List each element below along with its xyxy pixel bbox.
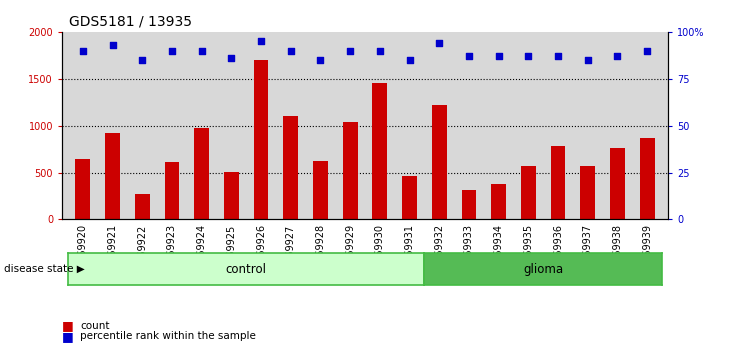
Point: [345, 48, 356, 53]
Text: GDS5181 / 13935: GDS5181 / 13935: [69, 14, 192, 28]
Point: [137, 57, 148, 63]
Point: [315, 57, 326, 63]
Bar: [75, 159, 91, 219]
Point: [285, 48, 296, 53]
Bar: [313, 161, 328, 219]
Text: ■: ■: [62, 319, 74, 332]
Point: [196, 48, 207, 53]
Point: [255, 38, 267, 44]
Bar: [164, 162, 180, 219]
Bar: [224, 172, 239, 219]
Bar: [432, 105, 447, 219]
Point: [107, 42, 118, 48]
Bar: [461, 190, 477, 219]
Bar: [135, 194, 150, 219]
Point: [612, 53, 623, 59]
Point: [463, 53, 474, 59]
Point: [552, 53, 564, 59]
Point: [226, 55, 237, 61]
Bar: [283, 116, 298, 219]
Point: [77, 48, 88, 53]
Text: ■: ■: [62, 330, 74, 343]
Point: [434, 40, 445, 46]
Text: glioma: glioma: [523, 263, 564, 275]
Text: percentile rank within the sample: percentile rank within the sample: [80, 331, 256, 341]
Bar: [521, 166, 536, 219]
Bar: [194, 127, 209, 219]
Bar: [342, 122, 358, 219]
Point: [493, 53, 504, 59]
Bar: [639, 138, 655, 219]
Text: count: count: [80, 321, 110, 331]
Text: control: control: [226, 263, 266, 275]
Point: [582, 57, 593, 63]
Text: disease state ▶: disease state ▶: [4, 264, 85, 274]
Bar: [105, 133, 120, 219]
Point: [374, 48, 385, 53]
Point: [523, 53, 534, 59]
Point: [166, 48, 178, 53]
Point: [404, 57, 415, 63]
Bar: [253, 60, 269, 219]
Point: [642, 48, 653, 53]
Bar: [550, 146, 566, 219]
Bar: [580, 166, 595, 219]
Bar: [402, 176, 417, 219]
Bar: [372, 82, 388, 219]
Bar: [491, 184, 506, 219]
Bar: [610, 148, 625, 219]
